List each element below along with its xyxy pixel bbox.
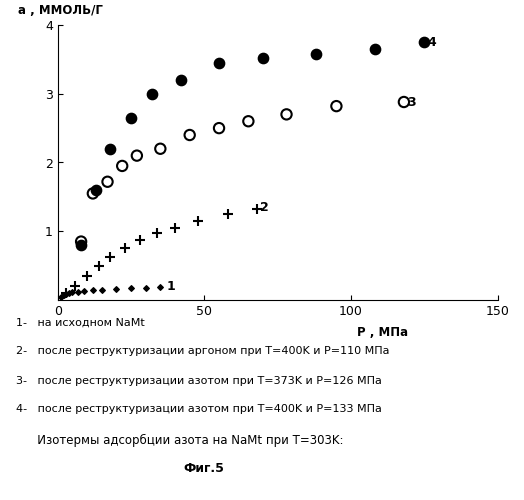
Text: Фиг.5: Фиг.5 bbox=[183, 462, 224, 475]
Point bbox=[156, 144, 165, 152]
Point bbox=[77, 241, 85, 249]
Text: 4: 4 bbox=[428, 36, 436, 49]
Point bbox=[253, 205, 261, 213]
Point bbox=[118, 162, 126, 170]
Point bbox=[141, 284, 150, 292]
Point bbox=[420, 38, 429, 46]
Point bbox=[59, 291, 68, 299]
Point bbox=[244, 117, 253, 125]
Point bbox=[57, 292, 65, 300]
Point bbox=[127, 114, 135, 122]
Text: Р , МПа: Р , МПа bbox=[357, 326, 408, 339]
Point bbox=[153, 230, 161, 237]
Point bbox=[215, 124, 223, 132]
Point bbox=[282, 110, 291, 118]
Point bbox=[136, 236, 144, 244]
Point bbox=[97, 286, 106, 294]
Text: а , ММОЛЬ/Г: а , ММОЛЬ/Г bbox=[18, 4, 103, 16]
Point bbox=[133, 152, 141, 160]
Point bbox=[89, 286, 97, 294]
Point bbox=[65, 289, 73, 297]
Text: Изотермы адсорбции азота на NaMt при T=303K:: Изотермы адсорбции азота на NaMt при T=3… bbox=[26, 434, 344, 446]
Point bbox=[80, 287, 88, 295]
Point bbox=[177, 76, 185, 84]
Point bbox=[171, 224, 179, 232]
Text: 1-   на исходном NaMt: 1- на исходном NaMt bbox=[16, 318, 145, 328]
Point bbox=[74, 288, 82, 296]
Point bbox=[127, 284, 135, 292]
Point bbox=[62, 290, 71, 298]
Point bbox=[71, 282, 80, 290]
Point bbox=[312, 50, 320, 58]
Text: 3: 3 bbox=[407, 96, 416, 108]
Point bbox=[259, 54, 267, 62]
Text: 2: 2 bbox=[260, 200, 269, 213]
Point bbox=[106, 144, 115, 152]
Point bbox=[224, 210, 232, 218]
Point bbox=[332, 102, 341, 110]
Point bbox=[106, 254, 115, 262]
Point bbox=[83, 272, 91, 280]
Point bbox=[103, 178, 112, 186]
Point bbox=[147, 90, 156, 98]
Text: 2-   после реструктуризации аргоном при T=400K и P=110 МПа: 2- после реструктуризации аргоном при T=… bbox=[16, 346, 389, 356]
Point bbox=[215, 59, 223, 67]
Point bbox=[94, 262, 103, 270]
Point bbox=[370, 45, 379, 53]
Point bbox=[68, 288, 77, 296]
Point bbox=[62, 289, 71, 297]
Point bbox=[185, 131, 194, 139]
Point bbox=[121, 244, 129, 252]
Text: 3-   после реструктуризации азотом при T=373K и P=126 МПа: 3- после реструктуризации азотом при T=3… bbox=[16, 376, 381, 386]
Point bbox=[89, 190, 97, 198]
Point bbox=[112, 285, 121, 293]
Text: 4-   после реструктуризации азотом при T=400K и P=133 МПа: 4- после реструктуризации азотом при T=4… bbox=[16, 404, 381, 414]
Point bbox=[92, 186, 100, 194]
Text: 1: 1 bbox=[166, 280, 175, 293]
Point bbox=[77, 238, 85, 246]
Point bbox=[194, 217, 203, 225]
Point bbox=[400, 98, 408, 106]
Point bbox=[156, 283, 165, 291]
